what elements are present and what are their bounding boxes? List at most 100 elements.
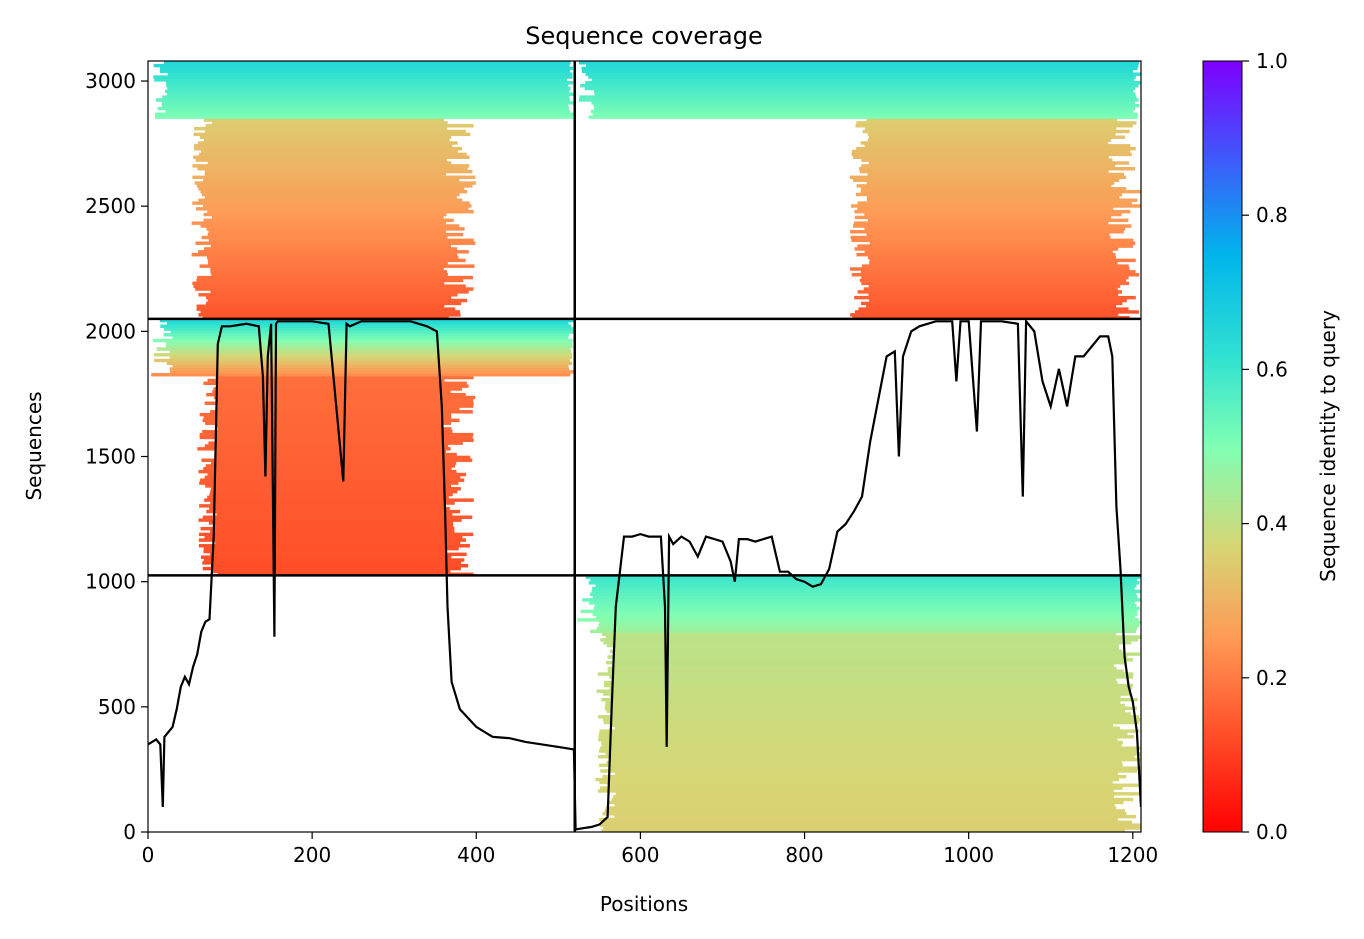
coverage-row [615,792,1140,796]
coverage-row [191,221,446,225]
coverage-row [850,313,1119,317]
coverage-row [172,364,569,368]
coverage-row [581,66,1138,71]
coverage-row [205,124,474,128]
coverage-row [203,118,445,122]
coverage-row [597,672,1134,676]
coverage-row [851,272,1140,277]
coverage-row [613,794,1114,799]
coverage-row [609,686,1132,691]
coverage-row [165,89,570,94]
coverage-row [588,75,1136,79]
coverage-row [589,592,1137,596]
coverage-row [855,192,1122,197]
coverage-row [193,284,466,288]
coverage-row [613,652,1140,656]
coverage-row [857,201,1132,205]
coverage-row [210,489,458,494]
y-tick-label: 1000 [85,570,136,594]
coverage-row [151,373,571,377]
coverage-row [169,370,575,374]
coverage-row [580,609,1138,614]
coverage-row [166,344,573,348]
coverage-row [198,198,463,202]
coverage-row [201,149,458,154]
coverage-row [614,814,1137,819]
coverage-row [204,195,457,200]
coverage-row [600,769,1138,773]
coverage-row [162,95,570,99]
y-tick-label: 0 [123,820,136,844]
coverage-row [195,287,474,291]
coverage-row [198,250,469,254]
coverage-row [578,98,1139,102]
coverage-row [201,458,473,462]
coverage-row [851,238,1134,243]
coverage-row [601,743,1122,748]
coverage-line [148,318,1141,831]
coverage-row [582,598,1141,602]
coverage-row [584,86,1136,91]
coverage-row [210,487,461,491]
coverage-row [210,267,444,271]
coverage-row [600,786,1123,790]
coverage-row [166,92,575,96]
coverage-row [206,295,452,300]
coverage-row [614,726,1120,730]
coverage-row [211,569,451,574]
coverage-row [599,817,1118,822]
coverage-row [197,275,473,280]
coverage-row [859,278,1127,283]
y-axis-ticks: 0 500 1000 1500 2000 2500 3000 [85,69,148,844]
coverage-row [195,241,476,245]
coverage-row [852,178,1120,182]
coverage-row [596,626,1138,631]
coverage-row [602,717,1141,722]
coverage-row [194,144,453,148]
coverage-row [864,144,1131,148]
coverage-row [207,209,474,214]
coverage-row [601,698,1138,702]
colorbar-ticks: 0.0 0.2 0.4 0.6 0.8 1.0 [1242,49,1288,844]
coverage-row [869,261,1118,266]
coverage-row [869,298,1127,303]
coverage-row [868,293,1119,297]
coverage-row [857,290,1123,294]
coverage-row [605,806,1117,810]
colorbar-tick-label: 0.0 [1256,820,1288,844]
coverage-row [614,803,1115,807]
coverage-row [199,504,446,508]
coverage-row [207,255,459,260]
coverage-row [603,826,1141,830]
coverage-row [858,307,1129,311]
coverage-row [154,115,574,119]
coverage-row [867,255,1117,260]
coverage-row [204,401,474,405]
coverage-row [202,566,461,571]
coverage-row [198,544,470,548]
coverage-row [199,481,459,485]
coverage-row [598,749,1139,753]
coverage-row [604,680,1118,685]
coverage-row [607,666,1117,671]
coverage-row [208,441,463,445]
coverage-row [607,669,1124,673]
coverage-row [197,166,468,171]
coverage-row [203,467,452,471]
coverage-row [590,109,1134,114]
coverage-row [206,227,465,231]
coverage-row [861,281,1130,286]
coverage-row [865,126,1117,131]
coverage-row [200,555,452,559]
y-axis-label: Sequences [22,391,46,500]
coverage-row [589,601,1135,605]
coverage-row [207,298,468,303]
coverage-row [197,447,451,451]
coverage-row [850,230,1124,234]
coverage-row [194,181,476,185]
coverage-row [593,89,1134,94]
coverage-row [862,129,1130,134]
coverage-row [591,78,1135,82]
coverage-row [164,61,571,65]
coverage-row [608,800,1124,805]
